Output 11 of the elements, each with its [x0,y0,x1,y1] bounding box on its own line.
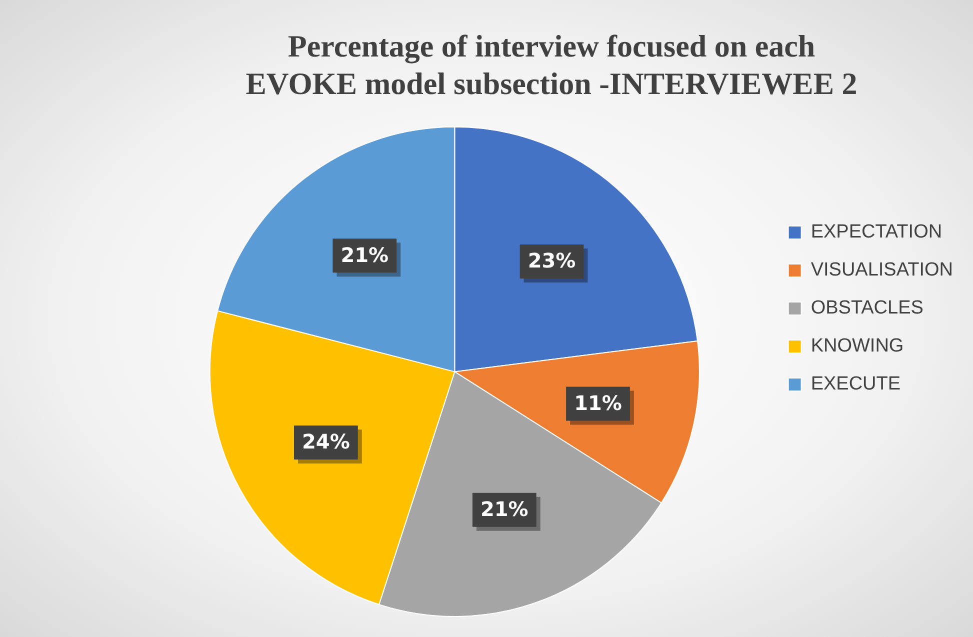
data-label: 21% [340,242,389,267]
chart-title: Percentage of interview focused on each EVOKE model subsection -INTERVIEWEE 2 [246,28,858,101]
legend-label: EXPECTATION [810,222,942,243]
data-label: 21% [480,497,528,522]
legend-label: EXECUTE [810,374,901,395]
data-label: 24% [302,430,350,454]
data-label: 23% [528,248,576,273]
legend-label: OBSTACLES [810,298,924,319]
legend-label: KNOWING [810,336,904,357]
data-label: 11% [574,390,622,415]
legend-label: VISUALISATION [810,260,954,281]
